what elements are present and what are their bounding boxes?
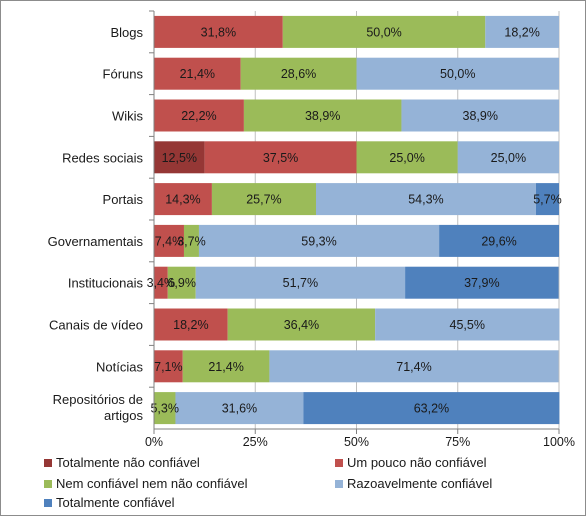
data-label-governamentais-um-pouco-nao-confiavel: 7,4% — [155, 234, 184, 248]
data-label-canais-de-video-um-pouco-nao-confiavel: 18,2% — [173, 318, 208, 332]
bar-blogs-um-pouco-nao-confiavel — [154, 15, 283, 48]
data-label-redes-sociais-totalmente-nao-confiavel: 12,5% — [162, 151, 197, 165]
bar-redes-sociais-razoavelmente-confiavel — [457, 141, 559, 174]
bar-canais-de-video-nem-confiavel-nem-nao-confiavel — [227, 308, 376, 341]
data-label-repositorios-de-artigos-totalmente-confiavel: 63,2% — [414, 402, 449, 416]
data-label-canais-de-video-razoavelmente-confiavel: 45,5% — [450, 318, 485, 332]
bar-noticias-nem-confiavel-nem-nao-confiavel — [182, 350, 270, 383]
bar-redes-sociais-um-pouco-nao-confiavel — [204, 141, 357, 174]
data-label-noticias-um-pouco-nao-confiavel: 7,1% — [154, 360, 183, 374]
x-tick-label-3: 75% — [445, 435, 470, 449]
bar-canais-de-video-um-pouco-nao-confiavel — [154, 308, 228, 341]
data-label-noticias-nem-confiavel-nem-nao-confiavel: 21,4% — [208, 360, 243, 374]
data-label-repositorios-de-artigos-razoavelmente-confiavel: 31,6% — [222, 402, 257, 416]
legend-label-um-pouco-nao-confiavel: Um pouco não confiável — [347, 455, 487, 470]
bar-canais-de-video-razoavelmente-confiavel — [375, 308, 560, 341]
data-label-wikis-razoavelmente-confiavel: 38,9% — [463, 109, 498, 123]
legend-swatch-um-pouco-nao-confiavel — [335, 459, 343, 467]
data-label-redes-sociais-nem-confiavel-nem-nao-confiavel: 25,0% — [389, 151, 424, 165]
bar-governamentais-totalmente-confiavel — [439, 224, 559, 257]
data-label-blogs-razoavelmente-confiavel: 18,2% — [504, 25, 539, 39]
bar-repositorios-de-artigos-nem-confiavel-nem-nao-confiavel — [154, 392, 176, 425]
data-label-institucionais-totalmente-confiavel: 37,9% — [464, 276, 499, 290]
x-tick-label-0: 0% — [145, 435, 163, 449]
bar-repositorios-de-artigos-razoavelmente-confiavel — [175, 392, 304, 425]
legend-swatch-nem-confiavel-nem-nao-confiavel — [44, 480, 52, 488]
data-label-redes-sociais-um-pouco-nao-confiavel: 37,5% — [263, 151, 298, 165]
data-label-foruns-razoavelmente-confiavel: 50,0% — [440, 67, 475, 81]
category-label-wikis: Wikis — [112, 109, 144, 124]
bar-governamentais-um-pouco-nao-confiavel — [154, 224, 184, 257]
legend-label-totalmente-confiavel: Totalmente confiável — [56, 495, 175, 510]
bar-portais-nem-confiavel-nem-nao-confiavel — [211, 183, 316, 216]
x-tick-label-2: 50% — [344, 435, 369, 449]
data-label-redes-sociais-razoavelmente-confiavel: 25,0% — [491, 151, 526, 165]
legend-label-totalmente-nao-confiavel: Totalmente não confiável — [56, 455, 200, 470]
bar-repositorios-de-artigos-totalmente-confiavel — [303, 392, 560, 425]
bar-noticias-um-pouco-nao-confiavel — [154, 350, 183, 383]
bar-foruns-um-pouco-nao-confiavel — [154, 57, 241, 90]
category-label-noticias: Notícias — [96, 359, 143, 374]
bar-noticias-razoavelmente-confiavel — [269, 350, 559, 383]
legend-label-nem-confiavel-nem-nao-confiavel: Nem confiável nem não confiável — [56, 476, 248, 491]
data-label-governamentais-razoavelmente-confiavel: 59,3% — [301, 234, 336, 248]
bar-portais-um-pouco-nao-confiavel — [154, 183, 212, 216]
bar-redes-sociais-totalmente-nao-confiavel — [154, 141, 205, 174]
bar-redes-sociais-nem-confiavel-nem-nao-confiavel — [356, 141, 458, 174]
bar-portais-razoavelmente-confiavel — [316, 183, 536, 216]
category-label-redes-sociais: Redes sociais — [62, 150, 143, 165]
category-label-institucionais: Institucionais — [68, 276, 144, 291]
bar-institucionais-totalmente-confiavel — [405, 266, 559, 299]
category-label-governamentais: Governamentais — [48, 234, 144, 249]
bar-governamentais-nem-confiavel-nem-nao-confiavel — [183, 224, 199, 257]
data-label-repositorios-de-artigos-nem-confiavel-nem-nao-confiavel: 5,3% — [150, 402, 179, 416]
category-label-repositorios-de-artigos: Repositórios de artigos — [53, 392, 144, 423]
data-label-wikis-um-pouco-nao-confiavel: 22,2% — [181, 109, 216, 123]
bar-blogs-razoavelmente-confiavel — [485, 15, 559, 48]
bar-wikis-um-pouco-nao-confiavel — [154, 99, 244, 132]
data-label-governamentais-nem-confiavel-nem-nao-confiavel: 3,7% — [177, 234, 206, 248]
bar-institucionais-nem-confiavel-nem-nao-confiavel — [167, 266, 196, 299]
bar-wikis-razoavelmente-confiavel — [401, 99, 559, 132]
bar-governamentais-razoavelmente-confiavel — [198, 224, 440, 257]
bar-institucionais-razoavelmente-confiavel — [195, 266, 406, 299]
bar-portais-totalmente-confiavel — [535, 183, 559, 216]
x-tick-label-1: 25% — [243, 435, 268, 449]
data-label-noticias-razoavelmente-confiavel: 71,4% — [396, 360, 431, 374]
data-label-governamentais-totalmente-confiavel: 29,6% — [481, 234, 516, 248]
category-label-blogs: Blogs — [110, 25, 143, 40]
legend-label-razoavelmente-confiavel: Razoavelmente confiável — [347, 476, 492, 491]
category-label-canais-de-video: Canais de vídeo — [49, 318, 143, 333]
data-label-portais-razoavelmente-confiavel: 54,3% — [408, 193, 443, 207]
data-label-portais-totalmente-confiavel: 5,7% — [533, 193, 562, 207]
data-label-institucionais-nem-confiavel-nem-nao-confiavel: 6,9% — [167, 276, 196, 290]
data-label-institucionais-razoavelmente-confiavel: 51,7% — [283, 276, 318, 290]
bar-blogs-nem-confiavel-nem-nao-confiavel — [282, 15, 486, 48]
data-label-blogs-nem-confiavel-nem-nao-confiavel: 50,0% — [366, 25, 401, 39]
data-label-foruns-nem-confiavel-nem-nao-confiavel: 28,6% — [281, 67, 316, 81]
bar-institucionais-um-pouco-nao-confiavel — [154, 266, 168, 299]
data-label-foruns-um-pouco-nao-confiavel: 21,4% — [180, 67, 215, 81]
bar-wikis-nem-confiavel-nem-nao-confiavel — [243, 99, 402, 132]
x-tick-label-4: 100% — [543, 435, 575, 449]
bar-foruns-nem-confiavel-nem-nao-confiavel — [240, 57, 357, 90]
category-label-portais: Portais — [103, 192, 144, 207]
data-label-blogs-um-pouco-nao-confiavel: 31,8% — [201, 25, 236, 39]
legend-swatch-totalmente-nao-confiavel — [44, 459, 52, 467]
legend-swatch-razoavelmente-confiavel — [335, 480, 343, 488]
data-label-wikis-nem-confiavel-nem-nao-confiavel: 38,9% — [305, 109, 340, 123]
data-label-portais-um-pouco-nao-confiavel: 14,3% — [165, 193, 200, 207]
data-label-portais-nem-confiavel-nem-nao-confiavel: 25,7% — [246, 193, 281, 207]
category-label-foruns: Fóruns — [103, 67, 144, 82]
bar-foruns-razoavelmente-confiavel — [356, 57, 559, 90]
legend-swatch-totalmente-confiavel — [44, 499, 52, 507]
data-label-canais-de-video-nem-confiavel-nem-nao-confiavel: 36,4% — [284, 318, 319, 332]
